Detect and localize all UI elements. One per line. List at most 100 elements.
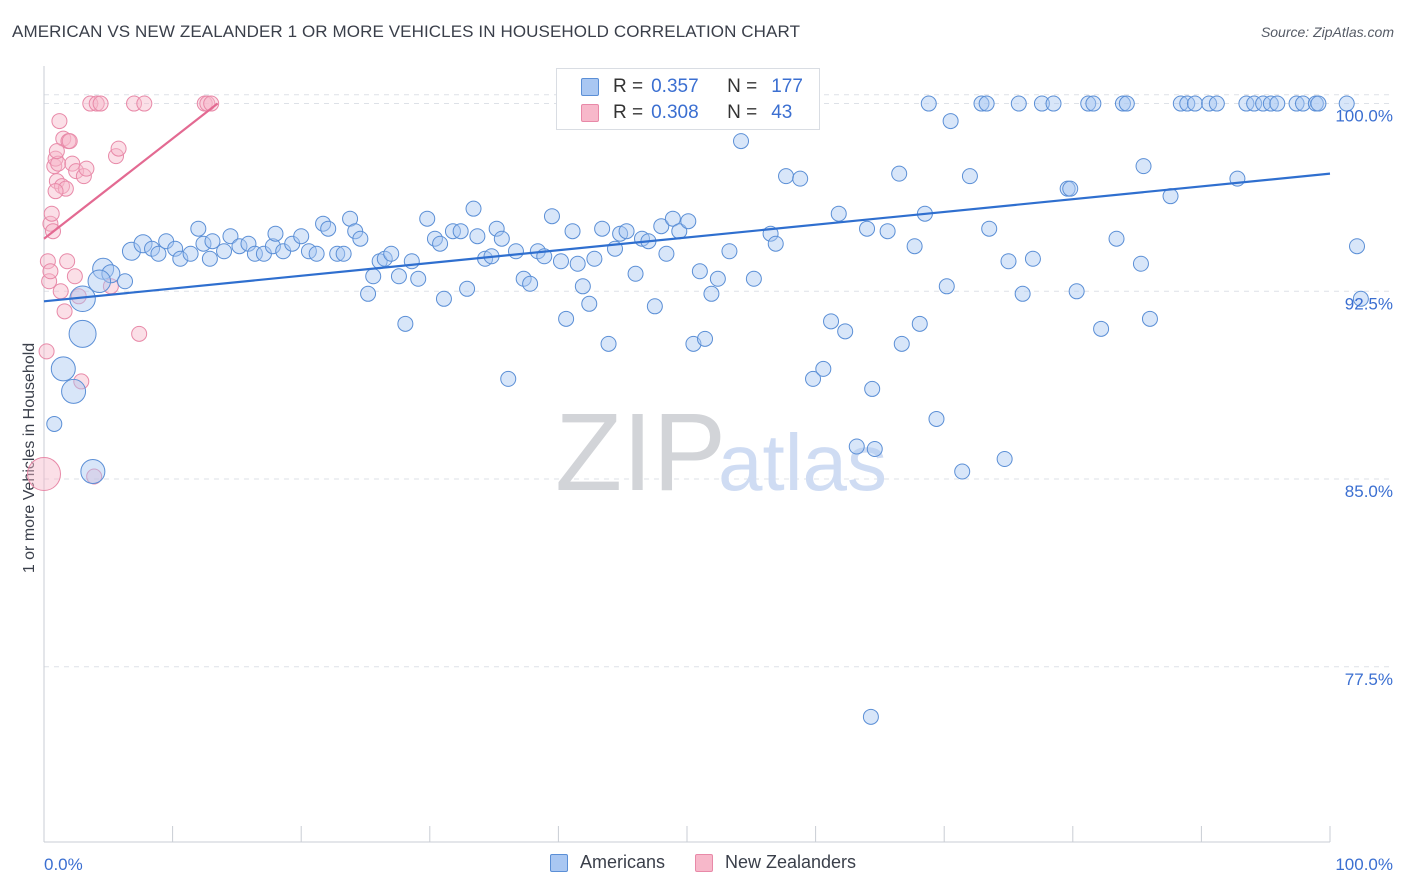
nz-point [51, 113, 68, 130]
americans-point [1010, 95, 1027, 112]
americans-point [204, 233, 221, 250]
americans-point [335, 245, 352, 262]
americans-point [469, 228, 486, 245]
americans-legend-label: Americans [579, 852, 665, 872]
legend-item-americans[interactable]: Americans [549, 852, 665, 873]
nz-point [73, 373, 90, 390]
americans-point [46, 415, 63, 432]
r-label: R = [613, 102, 644, 123]
americans-point [365, 268, 382, 285]
americans-point [1246, 95, 1263, 112]
americans-point [1085, 95, 1102, 112]
americans-point [201, 250, 218, 267]
legend-item-nz[interactable]: New Zealanders [694, 852, 857, 873]
americans-point [493, 230, 510, 247]
americans-point [222, 228, 239, 245]
americans-point [906, 238, 923, 255]
americans-point [488, 220, 505, 237]
americans-point [80, 459, 106, 485]
americans-point [87, 269, 112, 294]
legend-row-americans: R = 0.357 N = 177 [581, 74, 803, 100]
americans-points [46, 95, 1369, 725]
americans-point [432, 235, 449, 252]
nz-point [52, 283, 69, 300]
nz-point [50, 155, 67, 172]
americans-point [1269, 95, 1286, 112]
americans-point [1172, 95, 1189, 112]
americans-point [1288, 95, 1305, 112]
nz-point [110, 140, 127, 157]
americans-point [691, 263, 708, 280]
americans-point [823, 313, 840, 330]
americans-point [216, 243, 233, 260]
americans-point [264, 238, 281, 255]
americans-point [891, 165, 908, 182]
americans-point [893, 335, 910, 352]
americans-point [981, 220, 998, 237]
americans-point [352, 230, 369, 247]
americans-point [954, 463, 971, 480]
americans-point [182, 245, 199, 262]
americans-point [50, 356, 76, 382]
americans-point [195, 235, 212, 252]
series-legend: Americans New Zealanders [0, 852, 1406, 873]
americans-point [721, 243, 738, 260]
americans-point [1349, 238, 1366, 255]
chart-title: AMERICAN VS NEW ZEALANDER 1 OR MORE VEHI… [12, 22, 801, 41]
nz-point [131, 325, 148, 342]
n-value-americans: 177 [771, 76, 803, 97]
americans-point [911, 315, 928, 332]
americans-point [507, 243, 524, 260]
americans-point [581, 295, 598, 312]
americans-point [805, 370, 822, 387]
americans-point [293, 228, 310, 245]
americans-point [862, 708, 879, 725]
americans-point [1108, 230, 1125, 247]
americans-point [419, 210, 436, 227]
americans-point [942, 113, 959, 130]
americans-point [1352, 290, 1369, 307]
americans-point [864, 380, 881, 397]
americans-point [435, 290, 452, 307]
americans-point [376, 250, 393, 267]
nz-legend-label: New Zealanders [724, 852, 857, 872]
n-label: N = [727, 102, 758, 123]
r-label: R = [613, 76, 644, 97]
r-value-americans: 0.357 [651, 76, 699, 97]
nz-point [92, 95, 109, 112]
americans-point [1033, 95, 1050, 112]
r-value-nz: 0.308 [651, 102, 699, 123]
americans-point [658, 245, 675, 262]
americans-point [1118, 95, 1135, 112]
americans-point [612, 225, 629, 242]
americans-legend-swatch [549, 853, 568, 872]
americans-point [697, 330, 714, 347]
correlation-legend: R = 0.357 N = 177 R = 0.308 N = 43 [556, 68, 820, 130]
y-tick-label: 92.5% [1345, 294, 1393, 313]
americans-point [150, 245, 167, 262]
nz-point [47, 183, 64, 200]
americans-swatch [581, 78, 599, 96]
americans-point [920, 95, 937, 112]
americans-point [574, 278, 591, 295]
nz-point [68, 163, 85, 180]
tick-labels: 100.0% 92.5% 85.0% 77.5% 0.0% 100.0% [44, 107, 1393, 874]
americans-point [830, 205, 847, 222]
nz-legend-swatch [694, 853, 713, 872]
americans-point [792, 170, 809, 187]
americans-point [117, 273, 134, 290]
americans-point [558, 310, 575, 327]
americans-point [465, 200, 482, 217]
americans-point [973, 95, 990, 112]
americans-point [709, 270, 726, 287]
americans-point [320, 220, 337, 237]
americans-point [703, 285, 720, 302]
americans-point [600, 335, 617, 352]
americans-point [1045, 95, 1062, 112]
americans-point [978, 95, 995, 112]
nz-point [78, 160, 95, 177]
nz-point [203, 95, 220, 112]
x-tick-label: 100.0% [1335, 855, 1393, 874]
nz-point [86, 468, 103, 485]
nz-point [42, 263, 59, 280]
